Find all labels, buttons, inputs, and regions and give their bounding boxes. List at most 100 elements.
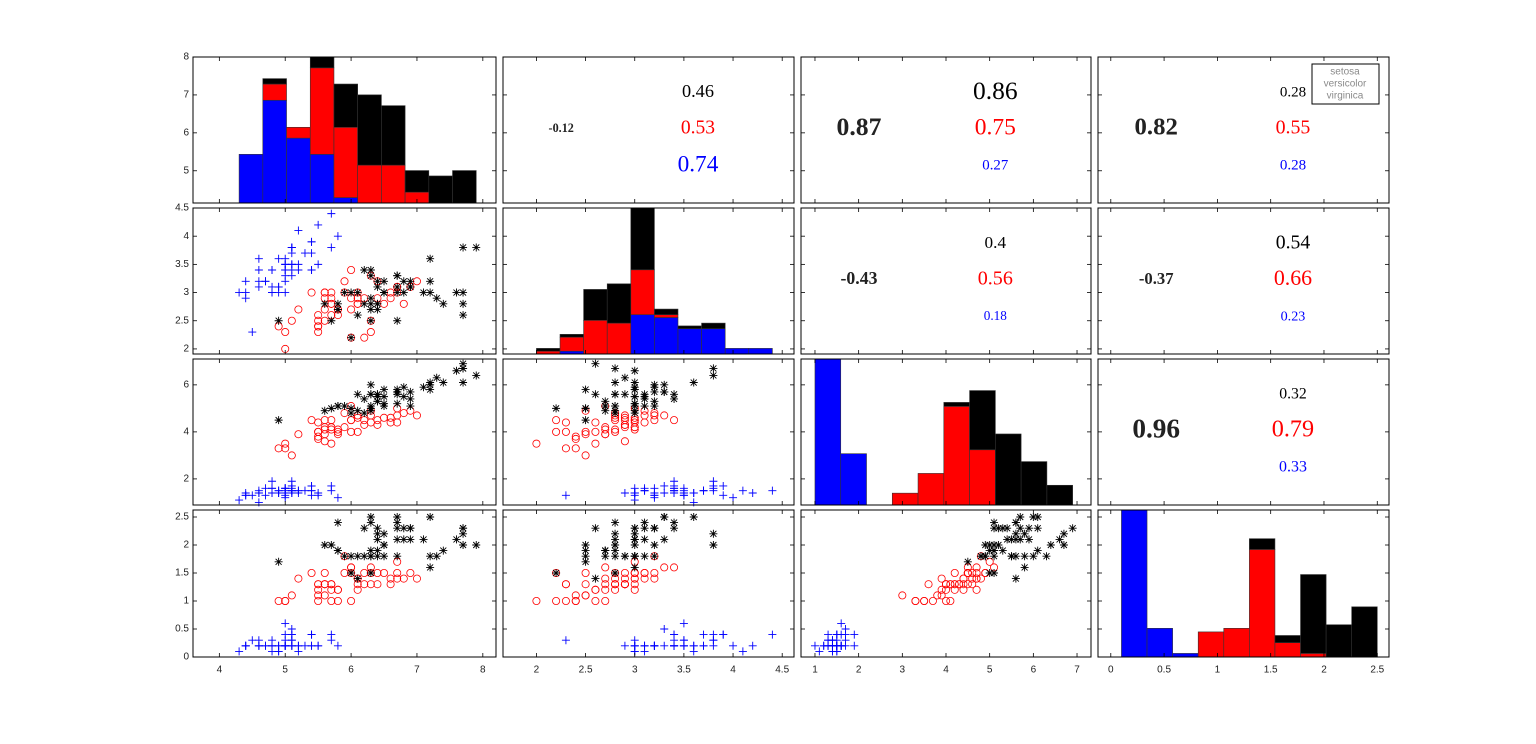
scatter-point	[386, 294, 395, 303]
scatter-point	[347, 552, 356, 561]
scatter-point	[274, 597, 283, 606]
histogram-bar	[814, 358, 842, 506]
scatter-point	[611, 585, 620, 594]
correlation-series: 0.33	[1279, 459, 1307, 476]
scatter-point	[320, 541, 329, 549]
scatter-point	[399, 299, 408, 308]
scatter-point	[1033, 546, 1042, 555]
scatter-point	[307, 237, 316, 246]
scatter-point	[333, 641, 342, 650]
x-tick-label: 7	[414, 665, 420, 676]
scatter-point	[327, 541, 336, 549]
scatter-point	[360, 333, 369, 342]
scatter-point	[353, 406, 362, 415]
scatter-point	[327, 439, 336, 448]
scatter-point	[294, 226, 303, 235]
scatter-point	[360, 409, 369, 418]
scatter-point	[670, 486, 679, 495]
scatter-point	[571, 597, 580, 606]
scatter-point	[327, 404, 336, 413]
scatter-point	[314, 316, 323, 325]
scatter-point	[366, 569, 375, 577]
correlation-overall: 0.82	[1135, 114, 1178, 141]
histogram-bar	[1300, 653, 1327, 658]
scatter-point	[959, 580, 968, 589]
scatter-point	[287, 266, 296, 275]
y-tick-label: 2	[183, 540, 189, 551]
scatter-point	[366, 294, 375, 303]
histogram-bar	[917, 473, 945, 506]
scatter-point	[601, 563, 610, 572]
scatter-point	[630, 392, 639, 401]
scatter-point	[841, 625, 850, 633]
scatter-point	[380, 277, 389, 286]
scatter-point	[360, 394, 369, 403]
scatter-point	[373, 546, 382, 555]
scatter-point	[1042, 552, 1051, 561]
scatter-point	[709, 484, 718, 493]
scatter-point	[670, 390, 679, 399]
scatter-point	[254, 254, 263, 263]
correlation-series: 0.53	[681, 117, 715, 138]
scatter-point	[679, 619, 688, 628]
histogram-bar	[309, 154, 335, 204]
scatter-point	[1020, 563, 1029, 572]
scatter-point	[561, 427, 570, 436]
scatter-point	[959, 574, 968, 583]
scatter-point	[601, 580, 610, 589]
y-tick-label: 6	[183, 380, 189, 391]
scatter-point	[393, 411, 402, 420]
scatter-point	[459, 524, 468, 533]
scatter-point	[235, 647, 244, 656]
scatter-point	[1046, 541, 1055, 549]
y-tick-label: 4.5	[175, 203, 189, 214]
histogram-bar	[1146, 628, 1173, 658]
scatter-point	[959, 585, 968, 594]
scatter-point	[1003, 524, 1012, 533]
scatter-point	[709, 371, 718, 380]
scatter-point	[393, 399, 402, 408]
histogram-bar	[1249, 549, 1276, 658]
scatter-point	[393, 574, 402, 583]
scatter-point	[347, 305, 356, 314]
scatter-point	[281, 619, 290, 628]
scatter-point	[985, 541, 994, 549]
correlation-series: 0.28	[1280, 157, 1306, 173]
scatter-point	[990, 552, 999, 561]
scatter-point	[366, 328, 375, 337]
scatter-point	[640, 486, 649, 495]
scatter-point	[650, 402, 659, 411]
histogram-bar	[1020, 461, 1048, 506]
histogram-bar	[654, 314, 679, 318]
scatter-point	[552, 569, 561, 577]
scatter-point	[366, 404, 375, 413]
scatter-point	[620, 574, 629, 583]
correlation-overall: 0.96	[1132, 413, 1180, 443]
scatter-point	[650, 524, 659, 533]
scatter-point	[333, 597, 342, 606]
scatter-point	[294, 305, 303, 314]
scatter-point	[399, 574, 408, 583]
scatter-point	[630, 524, 639, 533]
scatter-point	[406, 402, 415, 411]
scatter-point	[998, 524, 1007, 533]
scatter-point	[968, 569, 977, 578]
scatter-point	[320, 569, 329, 578]
scatter-point	[928, 597, 937, 606]
x-tick-label: 3	[632, 665, 638, 676]
scatter-point	[561, 580, 570, 589]
histogram-bar	[583, 289, 608, 321]
scatter-point	[581, 416, 590, 425]
scatter-point	[426, 288, 435, 297]
y-tick-label: 4	[183, 427, 189, 438]
scatter-point	[591, 427, 600, 436]
scatter-point	[963, 580, 972, 589]
scatter-point	[601, 585, 610, 594]
scatter-point	[373, 535, 382, 544]
scatter-point	[274, 557, 283, 566]
scatter-point	[768, 630, 777, 639]
scatter-point	[620, 423, 629, 432]
scatter-point	[248, 636, 257, 645]
scatter-point	[611, 427, 620, 436]
histogram-bar	[333, 83, 358, 128]
